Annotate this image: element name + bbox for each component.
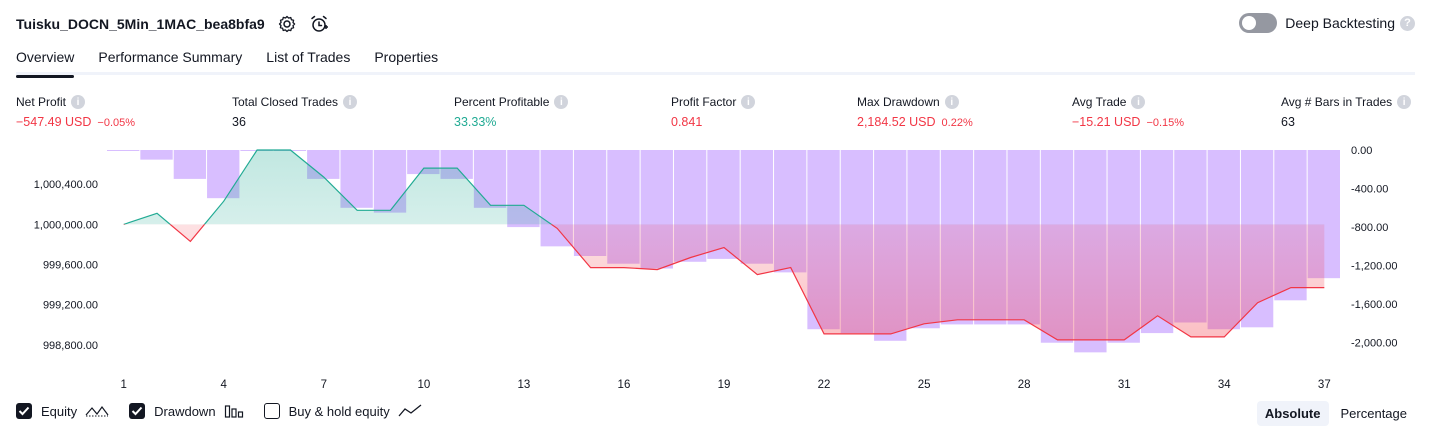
metric-avg-bars-in-trades: Avg # Bars in Trades i 63	[1281, 94, 1412, 129]
tab-overview[interactable]: Overview	[16, 47, 75, 78]
metric-value: 0.841	[671, 115, 703, 129]
x-axis-tick-label: 37	[1318, 379, 1331, 391]
percentage-button[interactable]: Percentage	[1340, 406, 1408, 421]
equity-line-profit	[123, 149, 553, 225]
right-axis-tick-label: -2,000.00	[1351, 338, 1397, 350]
metric-percent: −0.15%	[1146, 117, 1185, 129]
alarm-clock-add-icon[interactable]	[309, 14, 329, 34]
metric-label: Max Drawdown	[857, 95, 940, 109]
left-axis-tick-label: 999,600.00	[43, 260, 98, 272]
metric-percent: 0.22%	[941, 117, 973, 129]
left-axis-tick-label: 1,000,000.00	[34, 219, 98, 231]
strategy-name: Tuisku_DOCN_5Min_1MAC_bea8bfa9	[16, 16, 265, 32]
equity-loss-area	[123, 224, 1325, 340]
x-axis-tick-label: 28	[1018, 379, 1031, 391]
equity-drawdown-chart[interactable]: 1,000,400.00 1,000,000.00 999,600.00 999,20…	[0, 140, 1431, 395]
metric-value: 36	[232, 115, 246, 129]
info-icon[interactable]: i	[554, 95, 569, 109]
x-axis-tick-label: 7	[321, 379, 327, 391]
legend-equity-label: Equity	[41, 403, 78, 419]
metric-avg-trade: Avg Trade i −15.21 USD −0.15%	[1072, 94, 1184, 129]
info-icon[interactable]: i	[1131, 95, 1146, 109]
info-icon[interactable]: i	[71, 95, 86, 109]
drawdown-bar	[107, 150, 140, 151]
legend-buy-hold[interactable]: Buy & hold equity	[263, 403, 422, 419]
x-axis: 1 4 7 10 13 16 19 22 25 28 31 34 37	[120, 379, 1330, 391]
buy-hold-checkbox[interactable]	[263, 403, 280, 419]
x-axis-tick-label: 13	[517, 379, 530, 391]
x-axis-tick-label: 31	[1118, 379, 1131, 391]
strategy-header: Tuisku_DOCN_5Min_1MAC_bea8bfa9	[16, 12, 329, 36]
deep-backtesting-toggle[interactable]	[1239, 13, 1278, 33]
metric-value: −15.21 USD	[1072, 115, 1141, 129]
metric-label: Avg Trade	[1072, 95, 1127, 109]
metric-net-profit: Net Profit i −547.49 USD −0.05%	[16, 94, 135, 129]
info-icon[interactable]: i	[343, 95, 358, 109]
chart-legend: Equity Drawdown Buy & hold equity	[16, 403, 442, 419]
metric-profit-factor: Profit Factor i 0.841	[671, 94, 756, 129]
right-axis-tick-label: 0.00	[1351, 145, 1372, 157]
absolute-button[interactable]: Absolute	[1256, 401, 1329, 426]
deep-backtesting-control: Deep Backtesting ?	[1239, 13, 1415, 33]
equity-line-loss	[123, 224, 1325, 341]
legend-equity[interactable]: Equity	[16, 403, 109, 419]
drawdown-bar	[173, 150, 207, 179]
metric-label: Percent Profitable	[454, 95, 550, 109]
tab-divider	[16, 72, 1415, 75]
metric-percent-profitable: Percent Profitable i 33.33%	[454, 94, 569, 129]
right-axis-tick-label: -1,200.00	[1351, 261, 1397, 273]
info-icon[interactable]: i	[944, 95, 959, 109]
metric-label: Avg # Bars in Trades	[1281, 95, 1393, 109]
x-axis-tick-label: 16	[618, 379, 631, 391]
right-axis-tick-label: -400.00	[1351, 184, 1388, 196]
tab-properties[interactable]: Properties	[374, 49, 439, 65]
tab-list-of-trades[interactable]: List of Trades	[266, 49, 351, 65]
equity-line-icon	[85, 403, 109, 419]
metric-value: −547.49 USD	[16, 115, 92, 129]
metric-label: Total Closed Trades	[232, 95, 339, 109]
metric-label: Net Profit	[16, 95, 67, 109]
left-axis-tick-label: 999,200.00	[43, 300, 98, 312]
tab-bar: Overview Performance Summary List of Tra…	[16, 47, 462, 78]
x-axis-tick-label: 22	[818, 379, 831, 391]
metric-percent: −0.05%	[97, 117, 136, 129]
tab-performance-summary[interactable]: Performance Summary	[98, 49, 243, 65]
legend-drawdown[interactable]: Drawdown	[129, 403, 243, 419]
scale-mode-switch: Absolute Percentage	[1253, 401, 1415, 426]
metric-value: 33.33%	[454, 115, 497, 129]
metric-max-drawdown: Max Drawdown i 2,184.52 USD 0.22%	[857, 94, 973, 129]
info-icon[interactable]: i	[1397, 95, 1412, 109]
equity-checkbox[interactable]	[16, 403, 32, 419]
gear-icon[interactable]	[277, 14, 297, 34]
right-axis: 0.00 -400.00 -800.00 -1,200.00 -1,600.00 -2,0…	[1351, 145, 1397, 350]
equity-line	[123, 149, 1325, 341]
x-axis-tick-label: 25	[918, 379, 931, 391]
bar-chart-icon	[224, 403, 244, 419]
x-axis-tick-label: 4	[221, 379, 228, 391]
x-axis-tick-label: 1	[120, 379, 126, 391]
metric-label: Profit Factor	[671, 95, 737, 109]
left-axis-tick-label: 998,800.00	[43, 340, 98, 352]
x-axis-tick-label: 10	[417, 379, 430, 391]
metric-value: 2,184.52 USD	[857, 115, 936, 129]
right-axis-tick-label: -800.00	[1351, 222, 1388, 234]
trend-line-icon	[398, 403, 422, 419]
info-icon[interactable]: i	[741, 95, 756, 109]
x-axis-tick-label: 34	[1218, 379, 1231, 391]
deep-backtesting-label: Deep Backtesting	[1285, 15, 1395, 31]
left-axis-tick-label: 1,000,400.00	[34, 179, 98, 191]
right-axis-tick-label: -1,600.00	[1351, 299, 1397, 311]
legend-buy-hold-label: Buy & hold equity	[288, 403, 390, 419]
metric-total-closed-trades: Total Closed Trades i 36	[232, 94, 358, 129]
drawdown-bar	[340, 150, 373, 208]
help-icon[interactable]: ?	[1400, 15, 1415, 31]
x-axis-tick-label: 19	[718, 379, 731, 391]
legend-drawdown-label: Drawdown	[154, 403, 216, 419]
metric-value: 63	[1281, 115, 1295, 129]
drawdown-checkbox[interactable]	[129, 403, 146, 419]
drawdown-bar	[140, 150, 173, 160]
left-axis: 1,000,400.00 1,000,000.00 999,600.00 999,20…	[34, 179, 98, 352]
